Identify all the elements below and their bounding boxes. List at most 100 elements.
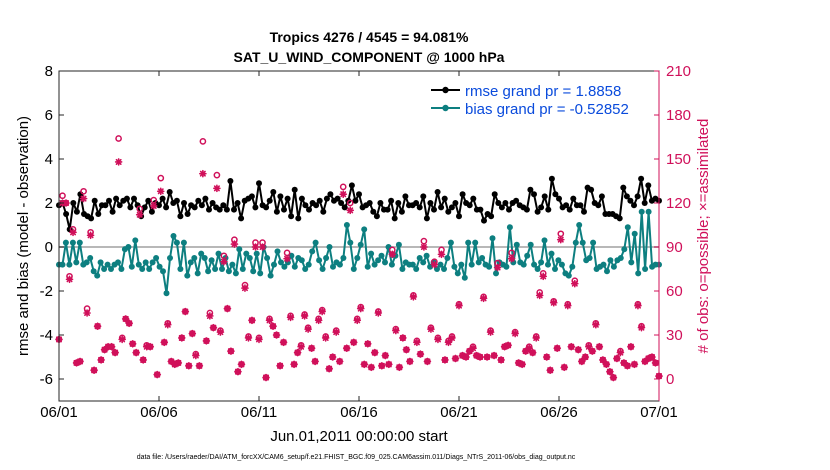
possible-obs-point bbox=[157, 174, 165, 182]
bias-point bbox=[83, 259, 90, 266]
bias-point bbox=[173, 239, 180, 246]
bias-point bbox=[319, 266, 326, 272]
rmse-point bbox=[377, 200, 384, 206]
bias-point bbox=[309, 248, 316, 255]
bias-point bbox=[87, 255, 94, 261]
rmse-point bbox=[352, 197, 359, 204]
assimilated-obs-point bbox=[486, 328, 495, 336]
rmse-point bbox=[588, 186, 595, 193]
bias-point bbox=[513, 241, 520, 248]
assimilated-obs-point bbox=[378, 361, 386, 370]
assimilated-obs-point bbox=[542, 353, 551, 361]
rmse-point bbox=[566, 206, 573, 213]
assimilated-obs-point bbox=[86, 231, 95, 240]
bias-point bbox=[468, 261, 475, 268]
bias-point bbox=[191, 255, 198, 261]
assimilated-obs-point bbox=[578, 357, 586, 366]
assimilated-obs-point bbox=[651, 359, 660, 367]
rmse-point bbox=[638, 175, 645, 182]
assimilated-obs-point bbox=[385, 360, 393, 369]
assimilated-obs-point bbox=[111, 348, 119, 357]
assimilated-obs-point bbox=[363, 339, 372, 348]
rmse-point bbox=[541, 193, 548, 200]
rmse-point bbox=[388, 197, 395, 204]
bias-point bbox=[194, 270, 201, 277]
x-tick-label: 07/01 bbox=[640, 404, 678, 421]
assimilated-obs-point bbox=[420, 243, 428, 251]
legend-marker-bias bbox=[442, 104, 449, 112]
bias-point bbox=[336, 261, 343, 268]
rmse-point bbox=[327, 191, 334, 198]
bias-point bbox=[305, 261, 312, 268]
rmse-point bbox=[488, 213, 495, 220]
assimilated-obs-point bbox=[423, 357, 432, 366]
assimilated-obs-point bbox=[627, 342, 635, 351]
bias-point bbox=[642, 266, 649, 272]
bias-point bbox=[62, 239, 69, 246]
assimilated-obs-point bbox=[128, 339, 137, 348]
assimilated-obs-point bbox=[293, 348, 302, 357]
bias-point bbox=[153, 255, 160, 261]
rmse-point bbox=[284, 195, 291, 202]
assimilated-obs-point bbox=[258, 243, 267, 251]
assimilated-obs-point bbox=[497, 356, 505, 364]
assimilated-obs-point bbox=[535, 291, 544, 300]
bias-point bbox=[208, 257, 215, 264]
x-axis-label: Jun.01,2011 00:00:00 start bbox=[270, 428, 448, 445]
rmse-point bbox=[263, 204, 270, 211]
bias-point bbox=[579, 239, 586, 246]
rmse-point bbox=[116, 202, 123, 209]
assimilated-obs-point bbox=[399, 334, 407, 342]
rmse-point bbox=[295, 215, 302, 222]
bias-point bbox=[243, 250, 250, 257]
assimilated-obs-point bbox=[114, 158, 123, 166]
assimilated-obs-point bbox=[360, 360, 369, 369]
assimilated-obs-point bbox=[163, 320, 172, 329]
bias-point bbox=[59, 261, 66, 268]
assimilated-obs-point bbox=[448, 334, 456, 342]
bias-point bbox=[541, 237, 548, 244]
rmse-point bbox=[298, 195, 305, 202]
bias-point bbox=[128, 263, 135, 270]
rmse-point bbox=[313, 202, 320, 209]
assimilated-obs-point bbox=[434, 335, 442, 344]
bias-point bbox=[628, 259, 635, 266]
data-file-footer: data file: /Users/raeder/DAI/ATM_forcXX/… bbox=[137, 454, 576, 461]
rmse-point bbox=[641, 200, 648, 206]
possible-obs-point bbox=[213, 171, 221, 179]
assimilated-obs-point bbox=[370, 348, 379, 357]
legend-label-bias: bias grand pr = -0.52852 bbox=[465, 101, 629, 118]
rmse-point bbox=[527, 186, 534, 193]
bias-point bbox=[90, 268, 97, 275]
assimilated-obs-point bbox=[388, 250, 397, 259]
bias-point bbox=[610, 263, 617, 270]
assimilated-obs-point bbox=[311, 357, 319, 366]
assimilated-obs-point bbox=[606, 367, 614, 376]
rmse-point bbox=[109, 208, 116, 215]
rmse-point bbox=[209, 200, 216, 206]
rmse-point bbox=[384, 206, 391, 213]
rmse-point bbox=[623, 193, 630, 200]
assimilated-obs-point bbox=[392, 326, 400, 335]
rmse-point bbox=[302, 202, 309, 209]
assimilated-obs-point bbox=[476, 353, 484, 361]
assimilated-obs-point bbox=[553, 344, 562, 353]
bias-point bbox=[437, 261, 444, 268]
assimilated-obs-point bbox=[570, 279, 579, 288]
assimilated-obs-point bbox=[304, 325, 312, 333]
rmse-point bbox=[202, 195, 209, 202]
rmse-point bbox=[320, 208, 327, 215]
assimilated-obs-point bbox=[413, 338, 421, 347]
assimilated-obs-point bbox=[511, 329, 519, 338]
rmse-point bbox=[141, 204, 148, 211]
bias-point bbox=[229, 261, 236, 268]
bias-point bbox=[503, 263, 510, 270]
rmse-point bbox=[502, 200, 509, 206]
bias-point bbox=[291, 263, 298, 270]
bias-point bbox=[312, 239, 319, 246]
assimilated-obs-point bbox=[230, 240, 239, 248]
assimilated-obs-point bbox=[367, 363, 376, 372]
bias-point bbox=[257, 270, 264, 277]
rmse-point bbox=[434, 189, 441, 195]
rmse-point bbox=[288, 213, 295, 220]
